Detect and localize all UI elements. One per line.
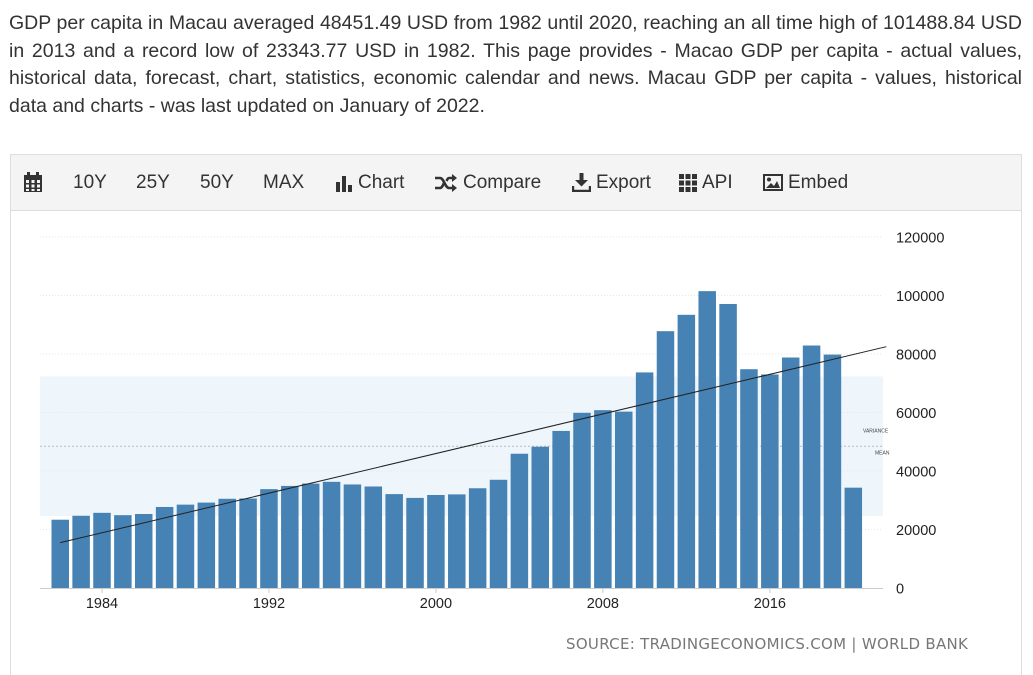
y-tick-label: 100000 (896, 289, 944, 305)
bar-2014[interactable] (719, 303, 737, 588)
chart-type-label: Chart (358, 171, 405, 193)
embed-label: Embed (788, 171, 849, 193)
intro-paragraph: GDP per capita in Macau averaged 48451.4… (9, 12, 1022, 117)
mean-label: MEAN (875, 450, 890, 456)
bar-2001[interactable] (448, 494, 466, 588)
bar-chart-icon (336, 175, 352, 192)
image-icon (763, 174, 783, 191)
x-tick-label: 2008 (587, 596, 619, 612)
bar-2011[interactable] (656, 331, 675, 588)
shuffle-icon (435, 173, 457, 192)
bar-2004[interactable] (510, 453, 529, 588)
y-tick-label: 80000 (896, 348, 936, 364)
y-tick-label: 0 (896, 582, 904, 598)
range-25y-label: 25Y (136, 171, 170, 193)
bar-1997[interactable] (364, 486, 383, 588)
bar-1995[interactable] (322, 481, 341, 588)
range-max-label: MAX (263, 171, 305, 193)
x-tick-label: 2000 (420, 596, 452, 612)
bar-2020[interactable] (844, 487, 863, 588)
range-10y-label: 10Y (73, 171, 107, 193)
trend-line (60, 346, 887, 544)
bar-1994[interactable] (301, 483, 320, 588)
chart-type-button[interactable]: Chart (335, 155, 404, 210)
export-label: Export (596, 171, 651, 193)
bar-1988[interactable] (176, 504, 195, 588)
bar-chart: VARIANCE MEAN 0 20000 40000 60000 80000 100000 1… (40, 231, 944, 612)
bar-1996[interactable] (343, 484, 362, 588)
bar-2005[interactable] (531, 446, 550, 588)
range-50y-button[interactable]: 50Y (200, 155, 234, 210)
bar-1982[interactable] (51, 519, 70, 588)
y-tick-label: 60000 (896, 406, 936, 422)
bar-2008[interactable] (594, 410, 612, 588)
bar-2012[interactable] (677, 314, 696, 588)
download-icon (572, 173, 591, 192)
variance-label: VARIANCE (863, 428, 889, 434)
bar-2019[interactable] (823, 354, 842, 588)
grid-icon (679, 173, 697, 192)
bar-2002[interactable] (468, 488, 487, 588)
bar-1985[interactable] (114, 515, 132, 588)
api-button[interactable]: API (679, 155, 733, 210)
bar-2016[interactable] (761, 374, 779, 588)
bar-1993[interactable] (281, 485, 299, 588)
bar-1989[interactable] (197, 502, 216, 588)
bar-1998[interactable] (385, 494, 403, 588)
y-tick-label: 120000 (896, 231, 944, 247)
range-10y-button[interactable]: 10Y (73, 155, 107, 210)
bar-2013[interactable] (698, 291, 716, 588)
source-credit[interactable]: SOURCE: TRADINGECONOMICS.COM | WORLD BAN… (566, 635, 969, 653)
bar-2009[interactable] (614, 411, 633, 588)
bar-1990[interactable] (218, 498, 236, 588)
bar-2015[interactable] (740, 369, 758, 588)
range-50y-label: 50Y (200, 171, 234, 193)
bar-2007[interactable] (573, 412, 591, 588)
bar-1984[interactable] (93, 512, 111, 588)
export-button[interactable]: Export (572, 155, 651, 210)
bar-1991[interactable] (239, 498, 257, 588)
x-tick-label: 2016 (754, 596, 786, 612)
y-tick-label: 20000 (896, 523, 936, 539)
range-max-button[interactable]: MAX (263, 155, 304, 210)
x-tick-label: 1984 (86, 596, 118, 612)
compare-button[interactable]: Compare (434, 155, 541, 210)
bar-2010[interactable] (635, 372, 654, 588)
bar-1999[interactable] (406, 497, 424, 588)
compare-label: Compare (463, 171, 542, 193)
x-tick-label: 1992 (253, 596, 285, 612)
bar-1987[interactable] (155, 506, 174, 588)
y-tick-label: 40000 (896, 465, 936, 481)
bar-2017[interactable] (781, 357, 800, 588)
api-label: API (702, 171, 733, 193)
bar-1983[interactable] (72, 515, 90, 588)
bar-2003[interactable] (489, 479, 508, 588)
bar-2018[interactable] (802, 345, 821, 588)
bar-2006[interactable] (552, 430, 570, 588)
bar-1986[interactable] (134, 513, 153, 588)
bar-2000[interactable] (427, 494, 445, 588)
bar-1992[interactable] (260, 489, 278, 588)
range-25y-button[interactable]: 25Y (136, 155, 170, 210)
chart-toolbar: 10Y 25Y 50Y MAX Chart Compare (11, 155, 1021, 211)
embed-button[interactable]: Embed (763, 155, 848, 210)
calendar-icon (24, 172, 42, 192)
calendar-button[interactable] (23, 155, 48, 210)
